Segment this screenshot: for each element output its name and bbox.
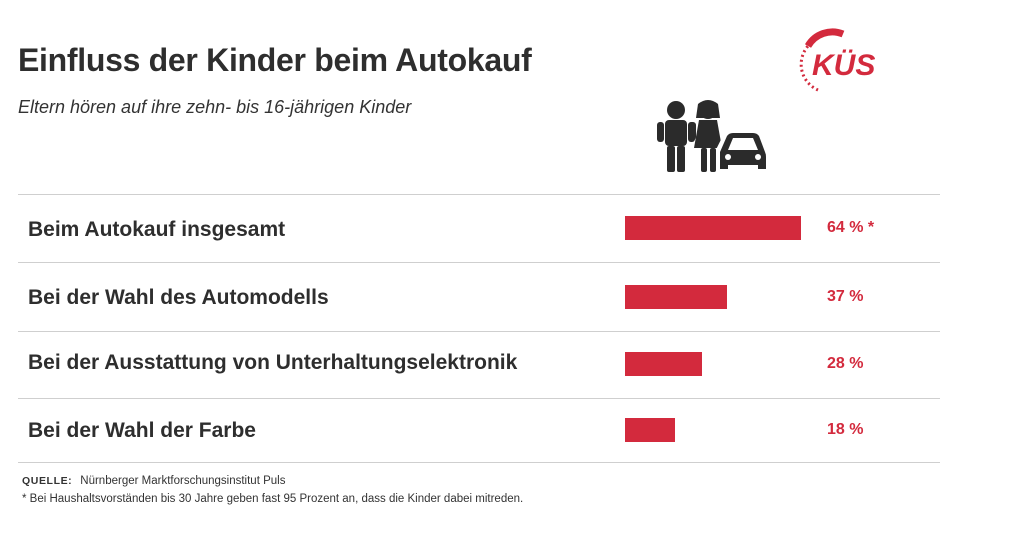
- value-label-1: 64 % *: [827, 219, 875, 236]
- divider: [18, 194, 940, 195]
- page-subtitle: Eltern hören auf ihre zehn- bis 16-jähri…: [18, 97, 412, 117]
- source-text: Nürnberger Marktforschungsinstitut Puls: [80, 475, 286, 487]
- value-label-2: 37 %: [827, 288, 864, 305]
- divider: [18, 462, 940, 463]
- page-title: Einfluss der Kinder beim Autokauf: [18, 42, 532, 78]
- bar-1: [625, 216, 801, 240]
- value-label-3: 28 %: [827, 355, 864, 372]
- value-label-4: 18 %: [827, 421, 864, 438]
- row-label-2: Bei der Wahl des Automodells: [28, 286, 329, 309]
- children-car-icon: [657, 100, 768, 172]
- bar-3: [625, 352, 702, 376]
- row-label-1: Beim Autokauf insgesamt: [28, 218, 286, 241]
- bar-4: [625, 418, 675, 442]
- row-label-3: Bei der Ausstattung von Unterhaltungsele…: [28, 351, 518, 374]
- divider: [18, 331, 940, 332]
- logo-text: KÜS: [812, 49, 875, 82]
- row-label-4: Bei der Wahl der Farbe: [28, 419, 256, 442]
- source-label: QUELLE:: [22, 475, 73, 487]
- divider: [18, 262, 940, 263]
- bar-2: [625, 285, 727, 309]
- kues-logo-icon: KÜS: [799, 28, 875, 92]
- divider: [18, 398, 940, 399]
- footnote: * Bei Haushaltsvorständen bis 30 Jahre g…: [22, 493, 524, 505]
- source-line: QUELLE: Nürnberger Marktforschungsinstitu…: [22, 475, 285, 487]
